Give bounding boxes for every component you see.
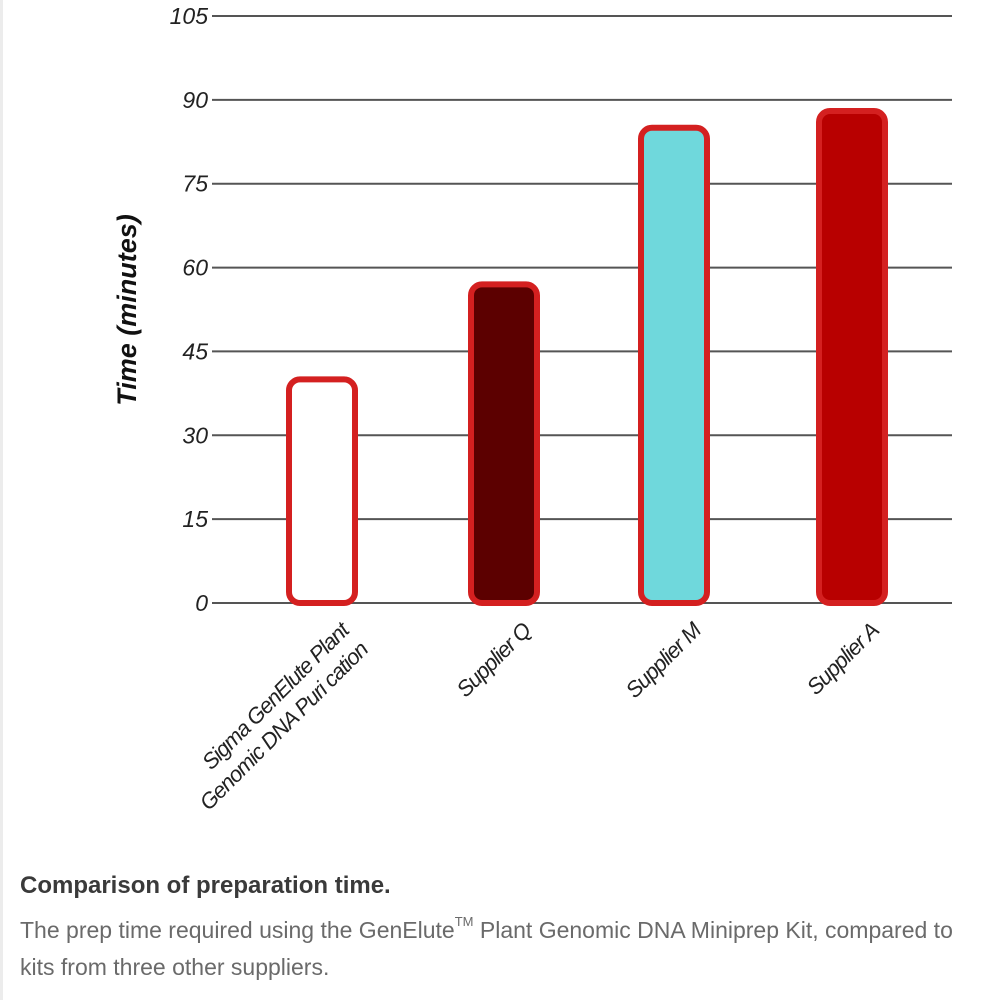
- bars: [286, 108, 888, 607]
- x-category-label: Supplier M: [621, 617, 707, 703]
- bar-chart: 0 15 30 45 60 75 90 105 Sigma GenElute PlantGen…: [112, 3, 952, 815]
- y-axis-title: Time (minutes): [112, 214, 142, 406]
- y-axis-ticks: 0 15 30 45 60 75 90 105: [170, 3, 209, 616]
- x-category-label: Supplier Q: [451, 617, 536, 702]
- x-category-label: Supplier A: [802, 618, 884, 700]
- y-tick-label: 75: [182, 171, 208, 197]
- y-tick-label: 60: [182, 255, 208, 281]
- y-tick-label: 90: [182, 87, 208, 113]
- y-tick-label: 45: [182, 338, 208, 364]
- caption-body: The prep time required using the GenElut…: [20, 912, 985, 986]
- bar: [468, 281, 540, 606]
- bar: [286, 376, 358, 606]
- left-border: [0, 0, 3, 1000]
- caption-body-text-end: Plant Genomic DNA Miniprep Kit, compared…: [20, 917, 953, 980]
- y-tick-label: 0: [195, 590, 208, 616]
- y-tick-label: 15: [182, 506, 208, 532]
- caption-body-text-start: The prep time required using the GenElut…: [20, 917, 455, 943]
- y-tick-label: 30: [182, 422, 208, 448]
- trademark-mark: TM: [454, 914, 474, 929]
- y-tick-label: 105: [170, 3, 209, 29]
- x-axis-labels: Sigma GenElute PlantGenomic DNA Puri cat…: [175, 617, 884, 815]
- caption-title: Comparison of preparation time.: [20, 872, 391, 899]
- figure-caption: Comparison of preparation time. The prep…: [20, 872, 985, 986]
- bar: [816, 108, 888, 607]
- bar: [638, 124, 710, 607]
- x-category-label: Sigma GenElute PlantGenomic DNA Puri cat…: [175, 617, 373, 815]
